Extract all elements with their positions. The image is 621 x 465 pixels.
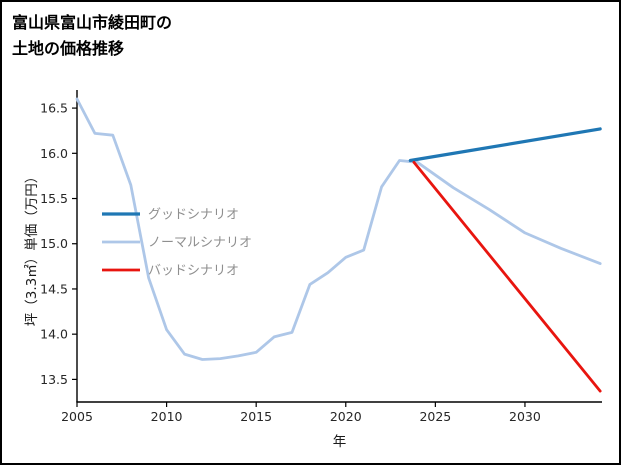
- x-tick-label: 2010: [151, 409, 183, 424]
- legend-label-ノーマルシナリオ: ノーマルシナリオ: [148, 236, 252, 251]
- x-tick-label: 2005: [61, 409, 93, 424]
- y-tick-label: 15.0: [40, 236, 68, 251]
- y-tick-label: 15.5: [40, 191, 68, 206]
- legend-label-バッドシナリオ: バッドシナリオ: [148, 264, 239, 279]
- x-axis-label: 年: [332, 434, 347, 450]
- chart-title: 富山県富山市綾田町の 土地の価格推移: [12, 10, 172, 61]
- x-tick-label: 2020: [330, 409, 362, 424]
- y-tick-label: 14.5: [40, 281, 68, 296]
- series-line-バッドシナリオ: [412, 160, 602, 393]
- y-tick-label: 14.0: [40, 327, 68, 342]
- y-tick-label: 16.0: [40, 146, 68, 161]
- legend-label-グッドシナリオ: グッドシナリオ: [148, 208, 239, 223]
- series-line-グッドシナリオ: [408, 127, 602, 163]
- series-line-ノーマルシナリオ: [75, 97, 602, 361]
- chart-title-line2: 土地の価格推移: [12, 38, 125, 58]
- x-tick-label: 2015: [240, 409, 272, 424]
- chart-title-line1: 富山県富山市綾田町の: [12, 13, 173, 32]
- x-tick-label: 2025: [419, 409, 451, 424]
- y-tick-label: 13.5: [40, 372, 68, 387]
- y-tick-label: 16.5: [40, 101, 68, 116]
- x-tick-label: 2030: [509, 409, 541, 424]
